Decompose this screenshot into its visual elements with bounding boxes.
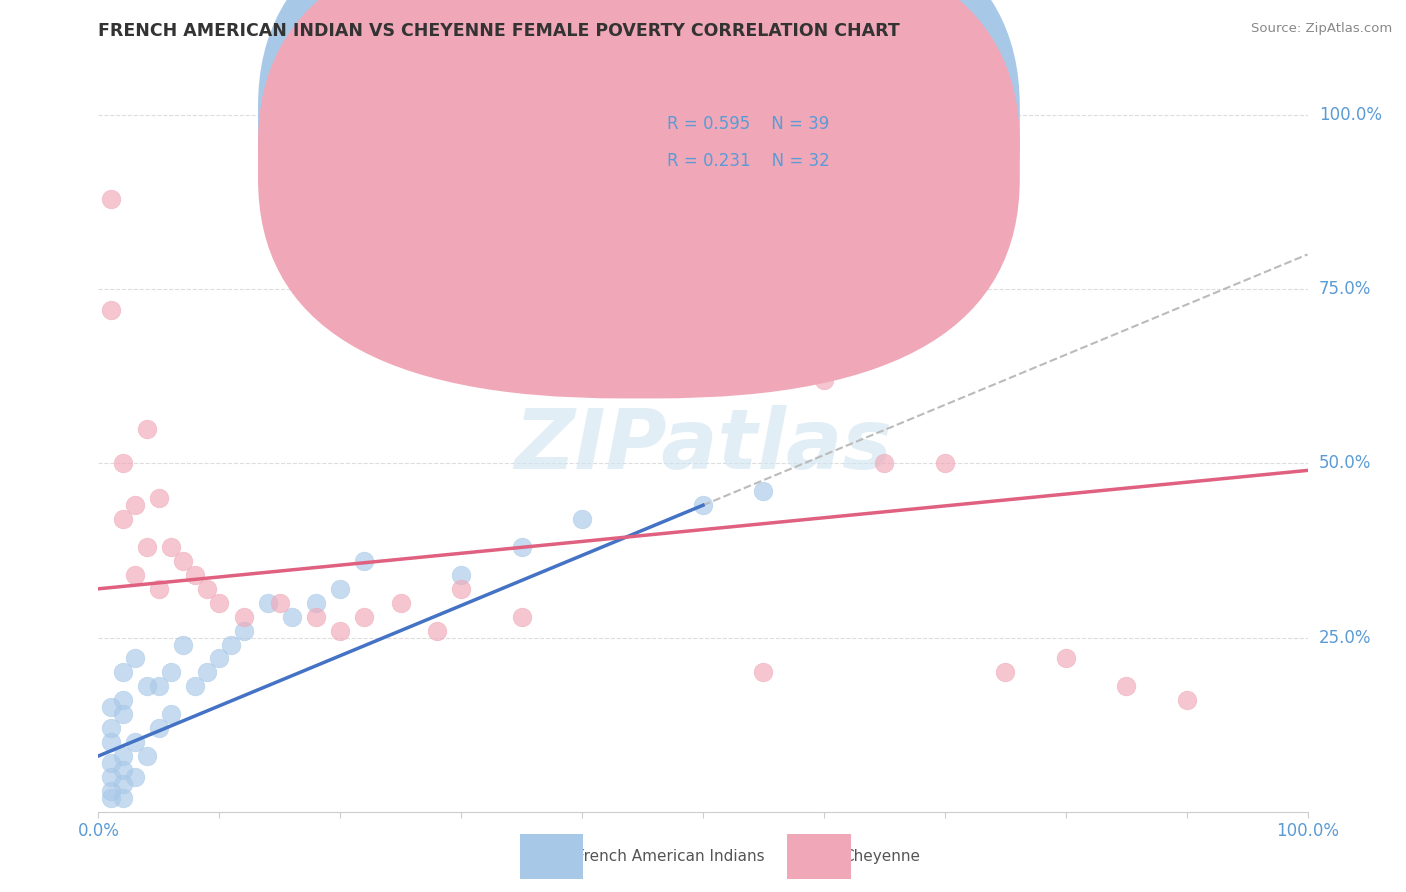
Point <box>510 540 533 554</box>
Point <box>752 484 775 499</box>
Point <box>1115 679 1137 693</box>
Point <box>111 693 134 707</box>
Point <box>353 609 375 624</box>
Point <box>124 735 146 749</box>
FancyBboxPatch shape <box>259 0 1019 362</box>
Point <box>111 457 134 471</box>
Point <box>195 665 218 680</box>
Point <box>426 624 449 638</box>
Text: Source: ZipAtlas.com: Source: ZipAtlas.com <box>1251 22 1392 36</box>
Point <box>172 638 194 652</box>
Point <box>135 540 157 554</box>
Point <box>269 596 291 610</box>
Point <box>100 790 122 805</box>
Point <box>184 567 207 582</box>
Text: R = 0.595    N = 39: R = 0.595 N = 39 <box>666 115 830 133</box>
Point <box>934 457 956 471</box>
Point <box>305 596 328 610</box>
Point <box>100 721 122 735</box>
Text: Cheyenne: Cheyenne <box>844 849 921 863</box>
Point <box>124 770 146 784</box>
Point <box>281 609 304 624</box>
Point <box>208 596 231 610</box>
Point <box>148 679 170 693</box>
Point <box>450 567 472 582</box>
Point <box>195 582 218 596</box>
Point <box>100 784 122 798</box>
Point <box>111 512 134 526</box>
Point <box>172 554 194 568</box>
Point <box>752 665 775 680</box>
Point <box>100 192 122 206</box>
Text: 75.0%: 75.0% <box>1319 280 1371 298</box>
Point <box>100 700 122 714</box>
Point <box>510 609 533 624</box>
Point <box>232 609 254 624</box>
Point <box>148 721 170 735</box>
Point <box>208 651 231 665</box>
Point <box>329 624 352 638</box>
Point <box>353 554 375 568</box>
Text: French American Indians: French American Indians <box>576 849 765 863</box>
Point <box>111 763 134 777</box>
Point <box>135 421 157 435</box>
Point <box>111 749 134 764</box>
Point <box>160 665 183 680</box>
Text: 25.0%: 25.0% <box>1319 629 1371 647</box>
Point <box>111 707 134 722</box>
Point <box>389 596 412 610</box>
Point <box>160 540 183 554</box>
Point <box>221 638 243 652</box>
Point <box>571 512 593 526</box>
Point <box>256 596 278 610</box>
Point <box>135 679 157 693</box>
Point <box>111 790 134 805</box>
Point <box>111 777 134 791</box>
Point <box>124 567 146 582</box>
Text: 50.0%: 50.0% <box>1319 454 1371 473</box>
Text: FRENCH AMERICAN INDIAN VS CHEYENNE FEMALE POVERTY CORRELATION CHART: FRENCH AMERICAN INDIAN VS CHEYENNE FEMAL… <box>98 22 900 40</box>
Point <box>160 707 183 722</box>
Point <box>1054 651 1077 665</box>
Point <box>124 498 146 512</box>
Point <box>100 770 122 784</box>
Point <box>184 679 207 693</box>
Point <box>100 756 122 770</box>
Point <box>100 303 122 318</box>
Point <box>100 735 122 749</box>
Point <box>135 749 157 764</box>
FancyBboxPatch shape <box>595 87 921 204</box>
Text: ZIPatlas: ZIPatlas <box>515 406 891 486</box>
Point <box>994 665 1017 680</box>
Point <box>450 582 472 596</box>
Point <box>148 491 170 506</box>
Point <box>1175 693 1198 707</box>
FancyBboxPatch shape <box>259 0 1019 399</box>
Point <box>873 457 896 471</box>
Point <box>329 582 352 596</box>
Text: R = 0.231    N = 32: R = 0.231 N = 32 <box>666 152 830 169</box>
Point <box>305 609 328 624</box>
Point <box>692 498 714 512</box>
Point <box>111 665 134 680</box>
Point <box>813 373 835 387</box>
Point <box>124 651 146 665</box>
Point <box>232 624 254 638</box>
Text: 100.0%: 100.0% <box>1319 106 1382 124</box>
Y-axis label: Female Poverty: Female Poverty <box>0 387 7 505</box>
Point <box>148 582 170 596</box>
